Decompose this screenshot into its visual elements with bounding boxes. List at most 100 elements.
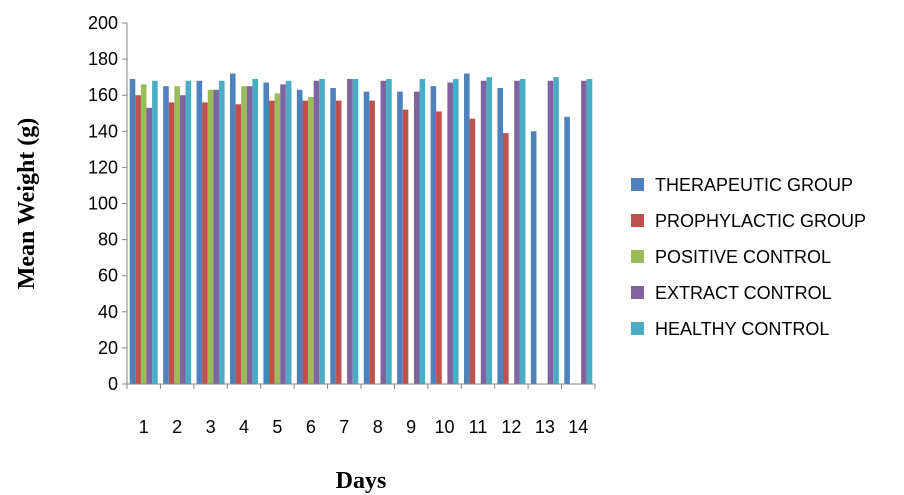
x-tick-label: 10 <box>435 417 455 437</box>
bar <box>480 80 487 384</box>
bar <box>313 80 320 384</box>
bar <box>146 107 153 385</box>
bar <box>547 80 554 384</box>
bar <box>386 78 392 384</box>
x-tick-label: 11 <box>469 417 488 437</box>
bar <box>296 89 303 384</box>
legend-label: EXTRACT CONTROL <box>655 283 832 303</box>
x-tick-label: 13 <box>535 417 555 437</box>
x-tick-label: 3 <box>206 417 216 437</box>
y-tick-label: 160 <box>88 85 118 105</box>
bar <box>196 80 203 384</box>
x-tick-label: 8 <box>373 417 383 437</box>
bar <box>235 104 242 384</box>
bar <box>413 91 420 384</box>
bar <box>163 86 169 385</box>
y-tick-label: 200 <box>88 13 118 33</box>
bar <box>464 73 470 384</box>
y-tick-label: 120 <box>88 157 118 177</box>
legend-label: POSITIVE CONTROL <box>655 247 831 267</box>
x-tick-label: 14 <box>568 417 588 437</box>
bar <box>319 78 325 384</box>
bar <box>168 102 175 385</box>
y-tick-label: 80 <box>98 230 118 250</box>
bar <box>252 78 258 384</box>
x-tick-label: 9 <box>406 417 416 437</box>
bar <box>179 95 186 384</box>
bar <box>586 78 593 384</box>
bar <box>140 84 147 385</box>
x-tick-label: 12 <box>501 417 521 437</box>
bar <box>380 80 387 384</box>
legend-swatch <box>631 178 644 191</box>
bar <box>447 82 453 384</box>
bar <box>519 78 526 384</box>
bar <box>218 80 225 384</box>
bar <box>581 80 587 384</box>
bar <box>347 78 353 384</box>
bar <box>274 93 281 385</box>
bar <box>135 95 141 384</box>
bar <box>263 82 270 384</box>
bar <box>246 86 253 385</box>
bar <box>397 91 403 384</box>
x-axis-ticks: 1 2 3 4 5 6 7 8 9 10 11 12 13 14 <box>126 384 596 437</box>
legend-swatch <box>631 322 644 335</box>
legend-label: HEALTHY CONTROL <box>655 319 829 339</box>
y-tick-label: 180 <box>88 49 118 69</box>
legend-swatch <box>631 286 644 299</box>
bar <box>363 91 370 384</box>
bar <box>230 73 236 384</box>
x-tick-label: 5 <box>272 417 282 437</box>
bar <box>335 100 342 385</box>
bar <box>503 133 509 384</box>
bar <box>330 87 336 384</box>
x-tick-label: 1 <box>139 417 149 437</box>
bar <box>241 86 247 385</box>
legend-swatch <box>631 250 644 263</box>
bar <box>497 87 504 384</box>
x-tick-label: 4 <box>239 417 249 437</box>
y-tick-label: 100 <box>88 194 118 214</box>
y-tick-label: 40 <box>98 302 118 322</box>
bar <box>213 89 219 384</box>
x-tick-label: 6 <box>306 417 316 437</box>
y-tick-label: 20 <box>98 338 118 358</box>
bar <box>280 84 286 385</box>
y-tick-label: 0 <box>108 374 118 394</box>
bar <box>302 100 309 385</box>
bar <box>369 100 375 385</box>
y-axis-ticks: 0 20 40 60 80 100 120 140 160 180 200 <box>88 13 127 394</box>
bar <box>174 86 180 385</box>
bars-group <box>129 73 593 385</box>
bar <box>207 89 214 384</box>
bar <box>352 78 359 384</box>
legend-label: PROPHYLACTIC GROUP <box>655 211 866 231</box>
bar <box>486 77 492 385</box>
y-tick-label: 60 <box>98 266 118 286</box>
bar <box>553 77 559 385</box>
bar <box>402 109 409 384</box>
legend-swatch <box>631 214 644 227</box>
bar <box>514 80 520 384</box>
y-tick-label: 140 <box>88 121 118 141</box>
bar <box>285 80 292 384</box>
bar <box>564 116 570 385</box>
x-tick-label: 2 <box>172 417 182 437</box>
bar <box>436 111 442 384</box>
bar <box>452 78 459 384</box>
bar <box>308 97 314 384</box>
y-axis-title: Mean Weight (g) <box>14 118 40 290</box>
bar <box>152 80 158 384</box>
legend: THERAPEUTIC GROUP PROPHYLACTIC GROUP POSIT… <box>631 175 866 339</box>
x-tick-label: 7 <box>339 417 349 437</box>
bar <box>129 78 136 384</box>
bar <box>185 80 192 384</box>
bar <box>430 86 437 385</box>
bar <box>469 118 476 384</box>
bar <box>269 100 275 385</box>
bar <box>419 78 426 384</box>
bar <box>202 102 208 385</box>
